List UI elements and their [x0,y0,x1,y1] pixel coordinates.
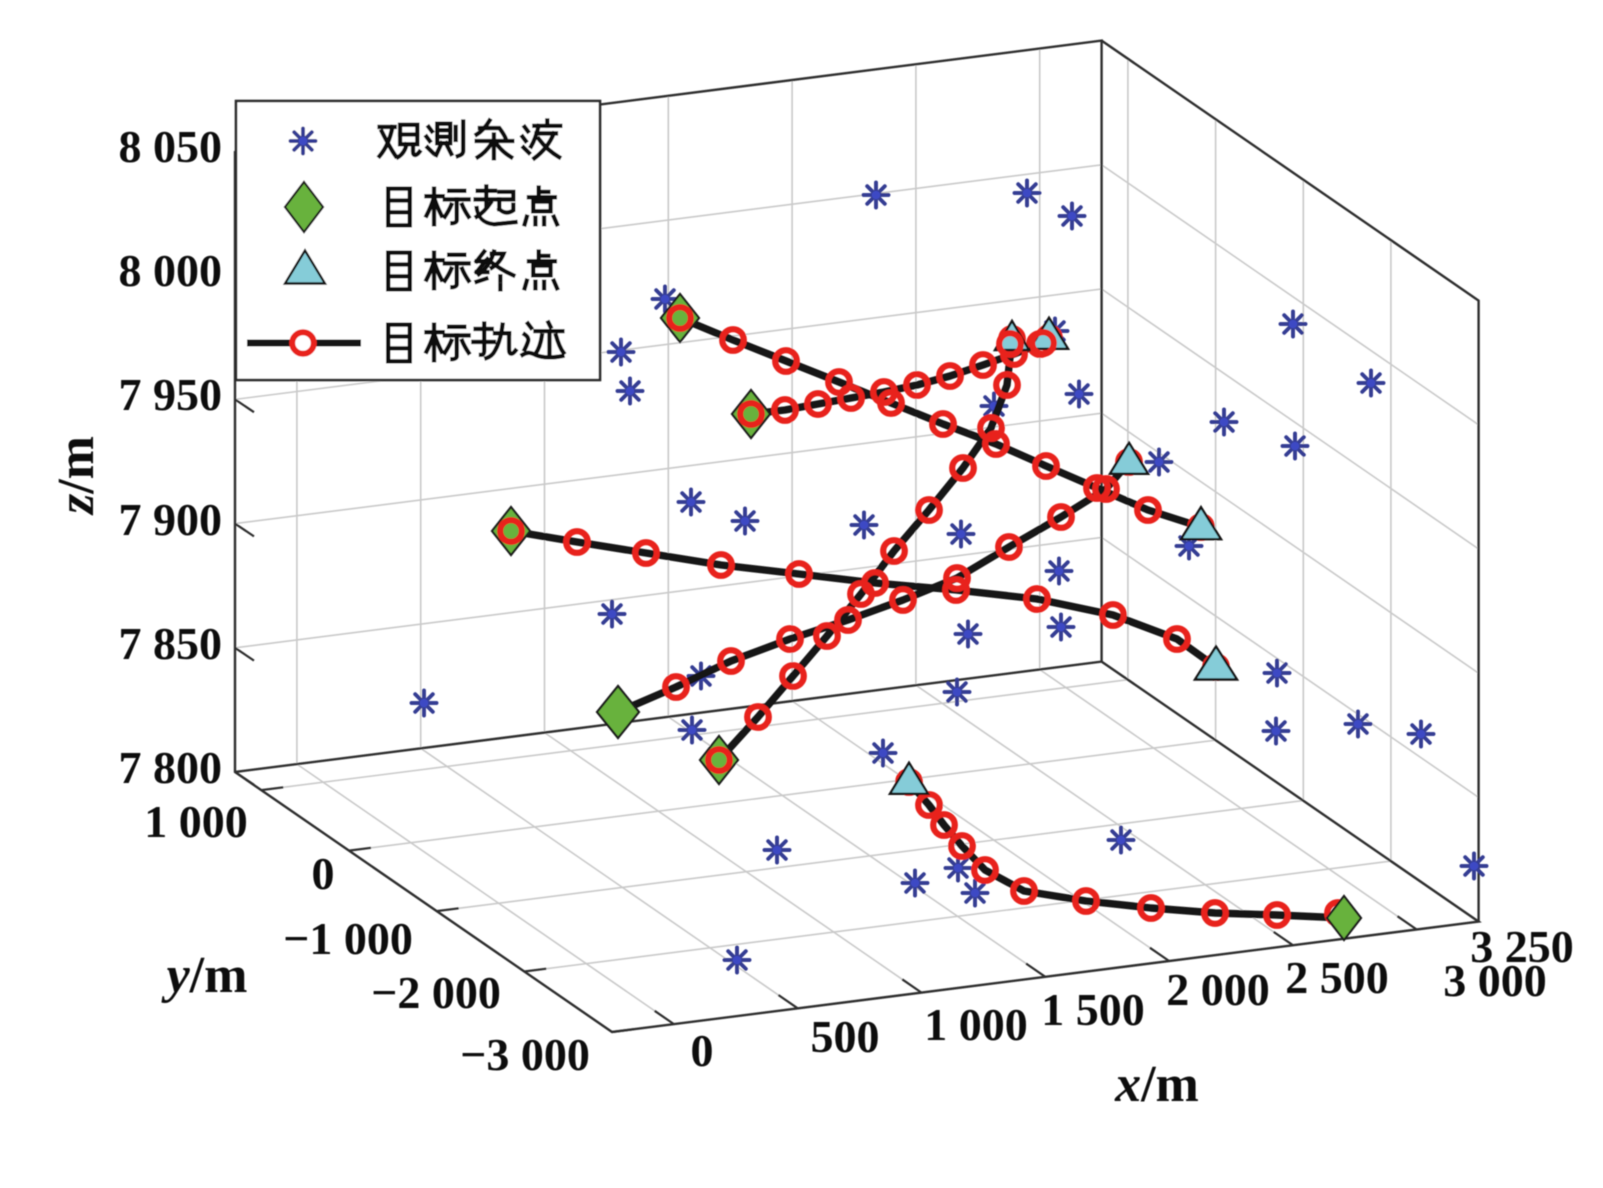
svg-text:y/m: y/m [161,947,248,1004]
svg-text:1 000: 1 000 [924,999,1028,1050]
svg-text:7 850: 7 850 [119,618,223,669]
svg-text:−2 000: −2 000 [371,967,501,1018]
svg-text:0: 0 [691,1025,714,1076]
svg-text:−1 000: −1 000 [283,913,413,964]
svg-text:x/m: x/m [1114,1056,1199,1113]
svg-text:1 000: 1 000 [144,796,248,847]
svg-text:8 000: 8 000 [119,245,223,296]
svg-text:8 050: 8 050 [119,121,223,172]
svg-text:3 250: 3 250 [1470,921,1574,972]
svg-text:2 500: 2 500 [1285,952,1389,1003]
svg-text:7 950: 7 950 [119,369,223,420]
svg-text:1 500: 1 500 [1041,984,1145,1035]
svg-text:2 000: 2 000 [1166,964,1270,1015]
svg-text:500: 500 [811,1011,880,1062]
svg-text:z/m: z/m [48,436,105,516]
svg-text:3 000: 3 000 [1443,955,1547,1006]
svg-text:7 900: 7 900 [119,494,223,545]
svg-text:7 800: 7 800 [119,742,223,793]
svg-text:−3 000: −3 000 [460,1029,590,1080]
svg-text:0: 0 [312,848,335,899]
